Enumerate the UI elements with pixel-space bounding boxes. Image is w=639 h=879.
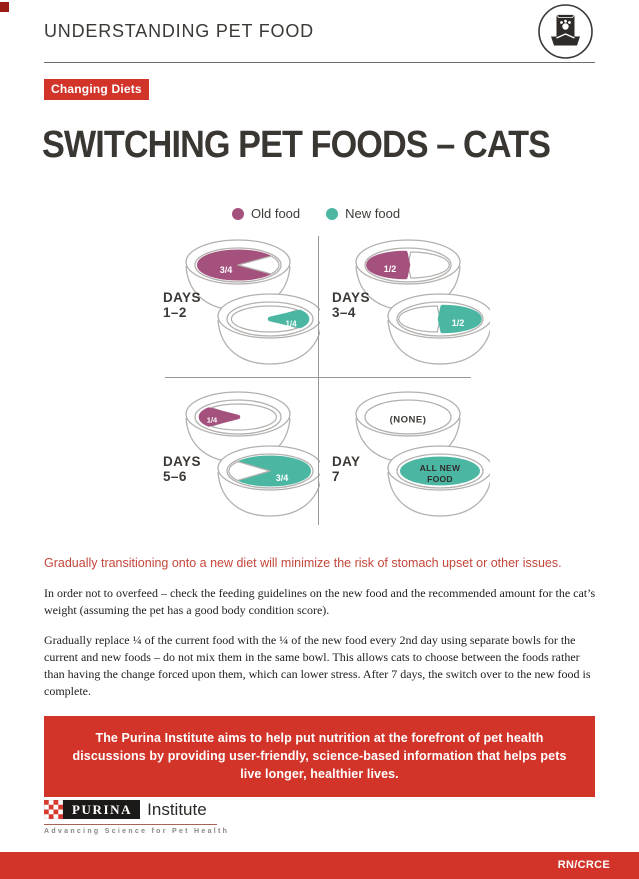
diagram-divider-vertical <box>318 236 319 525</box>
svg-text:(NONE): (NONE) <box>390 415 427 426</box>
day-label-days-3-4: DAYS 3–4 <box>332 290 370 320</box>
new-food-dot-icon <box>326 207 339 220</box>
svg-text:3/4: 3/4 <box>276 473 289 483</box>
svg-text:1/2: 1/2 <box>384 264 397 274</box>
purina-wordmark: PURINA <box>63 800 141 819</box>
document-code: RN/CRCE <box>557 859 610 871</box>
document-code-bar: RN/CRCE <box>0 852 639 879</box>
svg-text:FOOD: FOOD <box>427 474 453 484</box>
bowls-days-1-2: 3/4 1/4 <box>185 239 323 365</box>
legend-label: Old food <box>251 206 301 221</box>
svg-text:1/4: 1/4 <box>285 320 297 329</box>
logo-row: PURINA Institute <box>44 800 229 819</box>
tagline-rule <box>44 824 217 825</box>
purina-checkerboard-icon <box>44 800 63 819</box>
intro-highlight-text: Gradually transitioning onto a new diet … <box>44 556 562 570</box>
day-label-range: 1–2 <box>163 305 187 320</box>
diagram-quadrant-days-3-4: 1/2 1/2 <box>320 228 493 378</box>
svg-text:1/2: 1/2 <box>452 318 465 328</box>
category-badge: Changing Diets <box>44 79 149 100</box>
legend-item-old-food: Old food <box>232 206 300 221</box>
svg-text:1/4: 1/4 <box>207 416 218 425</box>
purina-institute-callout: The Purina Institute aims to help put nu… <box>44 716 595 797</box>
svg-text:3/4: 3/4 <box>220 265 233 275</box>
diagram-quadrant-days-5-6: 1/4 3/4 <box>150 380 323 530</box>
day-label-range: 5–6 <box>163 469 187 484</box>
day-label-range: 3–4 <box>332 305 356 320</box>
legend: Old food New food <box>232 206 400 221</box>
paragraph: In order not to overfeed – check the fee… <box>44 586 596 617</box>
legend-label: New food <box>345 206 401 221</box>
day-label-days-1-2: DAYS 1–2 <box>163 290 201 320</box>
old-food-dot-icon <box>232 207 244 220</box>
header-title: UNDERSTANDING PET FOOD <box>44 21 314 41</box>
bowls-days-5-6: 1/4 3/4 <box>185 391 323 517</box>
day-label-day-7: DAY 7 <box>332 454 360 484</box>
diagram-quadrant-days-1-2: 3/4 1/4 <box>150 228 323 378</box>
day-label-days-5-6: DAYS 5–6 <box>163 454 201 484</box>
bowls-days-3-4: 1/2 1/2 <box>355 239 493 365</box>
svg-text:ALL NEW: ALL NEW <box>420 463 461 473</box>
legend-item-new-food: New food <box>326 206 400 221</box>
day-label-word: DAYS <box>163 290 201 305</box>
purina-institute-logo: PURINA Institute Advancing Science for P… <box>44 800 229 835</box>
header-rule <box>44 62 595 63</box>
day-label-word: DAYS <box>163 454 201 469</box>
day-label-word: DAYS <box>332 290 370 305</box>
day-label-range: 7 <box>332 469 340 484</box>
logo-tagline: Advancing Science for Pet Health <box>44 828 230 835</box>
day-label-word: DAY <box>332 454 361 469</box>
paragraph: Gradually replace ¼ of the current food … <box>44 633 591 698</box>
diagram-divider-horizontal <box>165 377 471 378</box>
institute-wordmark: Institute <box>147 800 207 819</box>
pet-food-bag-and-bowl-icon <box>537 3 594 60</box>
corner-print-mark <box>0 2 9 12</box>
diagram-quadrant-day-7: (NONE) ALL NEW FOOD <box>320 380 493 530</box>
page-title: SWITCHING PET FOODS – CATS <box>42 124 551 166</box>
